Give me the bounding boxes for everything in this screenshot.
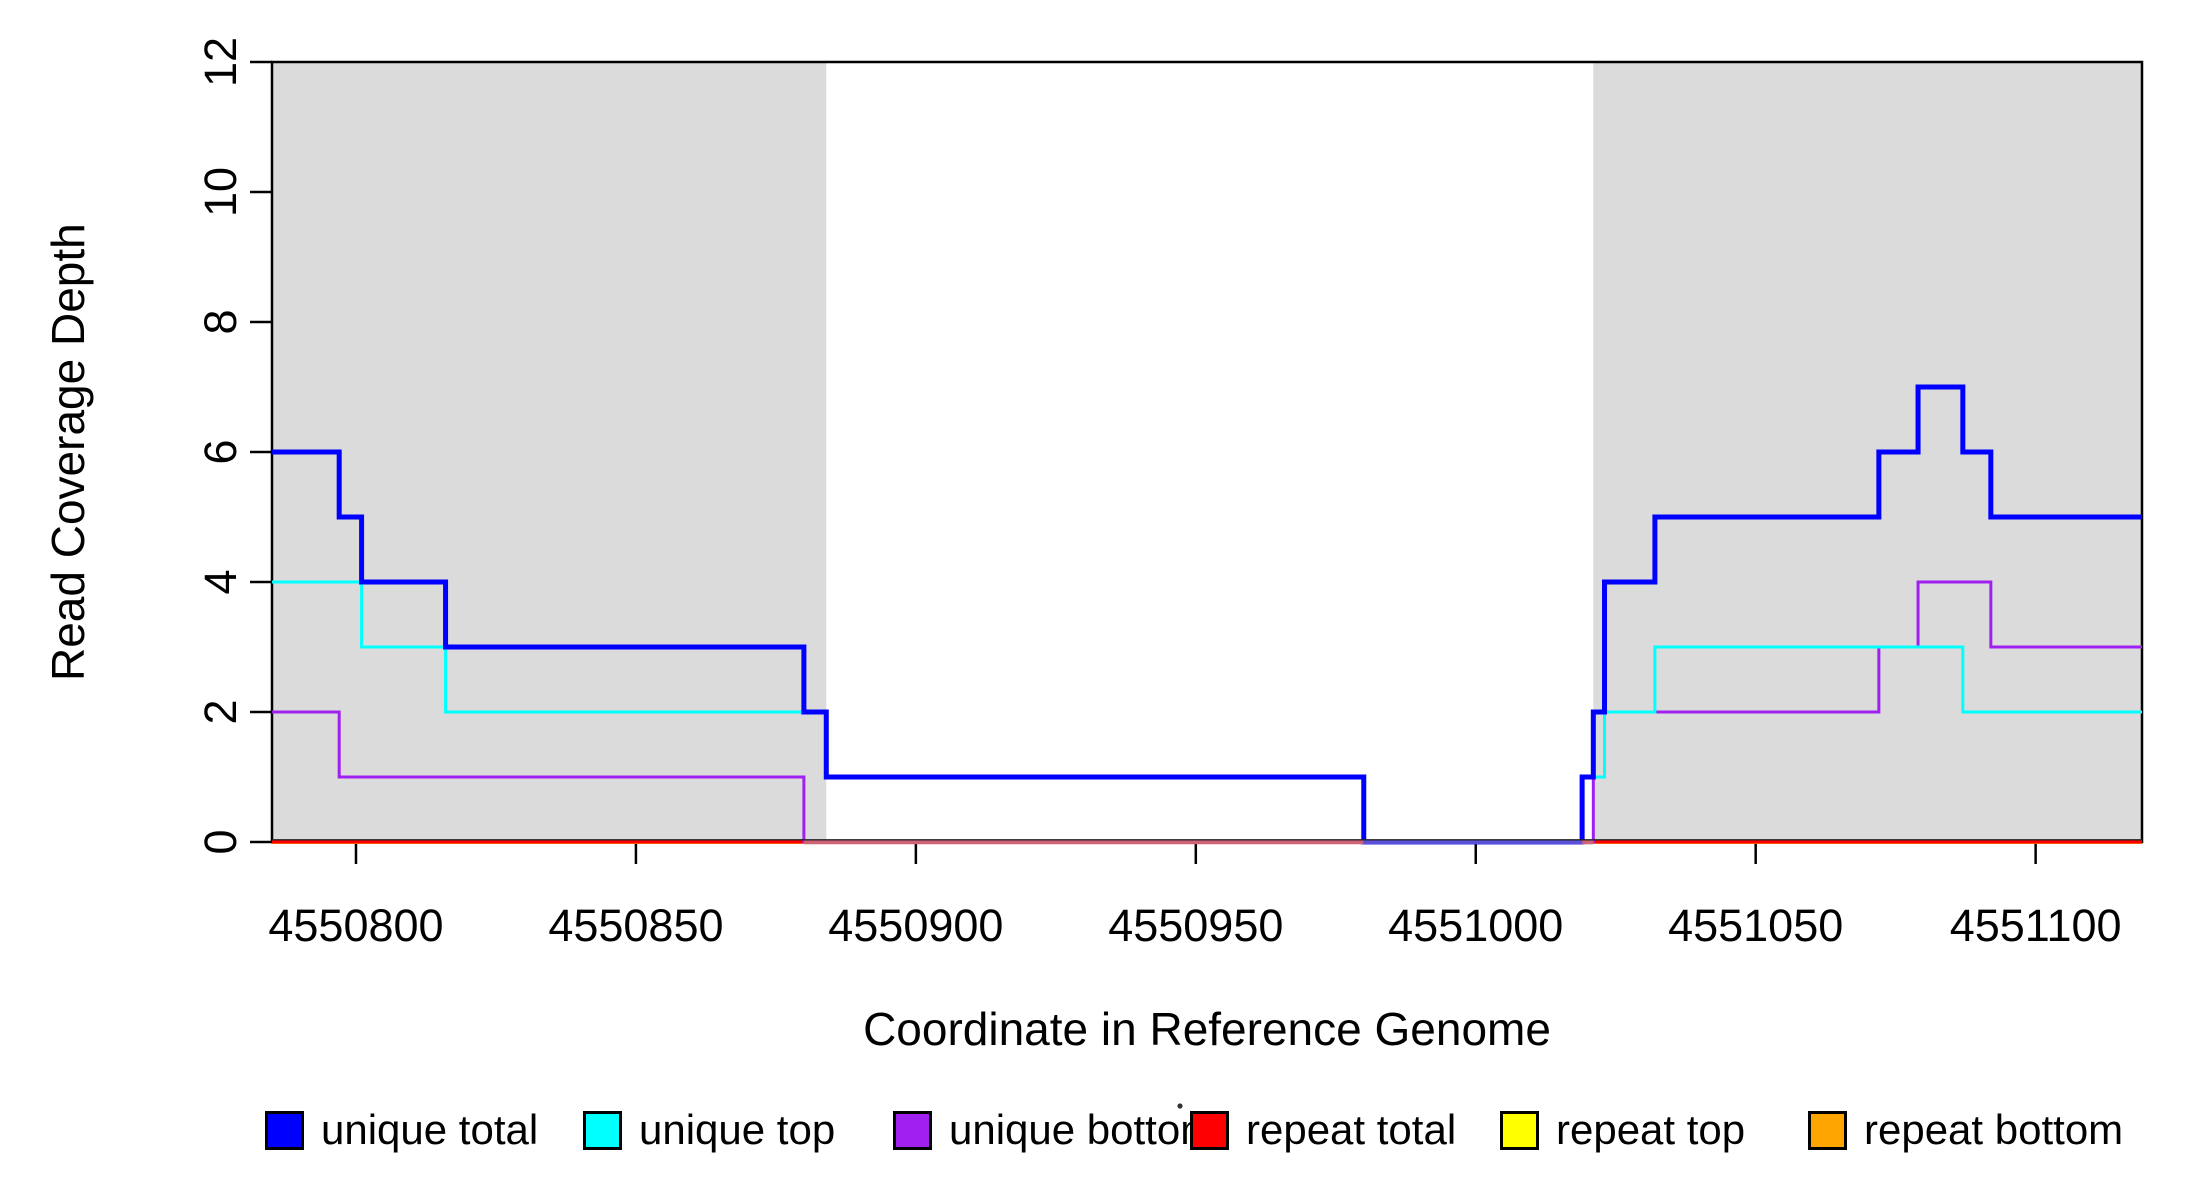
x-tick-label: 4550800 (268, 900, 443, 951)
x-tick-label: 4550900 (828, 900, 1003, 951)
x-axis-label: Coordinate in Reference Genome (863, 1003, 1551, 1055)
x-tick-label: 4550850 (548, 900, 723, 951)
y-tick-label: 2 (195, 699, 246, 724)
y-tick-label: 8 (195, 309, 246, 334)
x-tick-label: 4551100 (1950, 900, 2122, 951)
stray-dot-artifact (1177, 1103, 1183, 1109)
x-tick-label: 4551000 (1388, 900, 1563, 951)
series-line-unique-total (272, 384, 2142, 845)
shaded-region-left (272, 62, 827, 842)
y-tick-label: 12 (195, 37, 246, 87)
y-axis-label: Read Coverage Depth (42, 223, 94, 681)
y-tick-label: 6 (195, 439, 246, 464)
shaded-region-right (1593, 62, 2142, 842)
x-tick-label: 4550950 (1108, 900, 1283, 951)
x-tick-label: 4551050 (1668, 900, 1843, 951)
y-tick-label: 10 (195, 167, 246, 217)
y-tick-label: 0 (195, 829, 246, 854)
y-tick-label: 4 (195, 569, 246, 594)
